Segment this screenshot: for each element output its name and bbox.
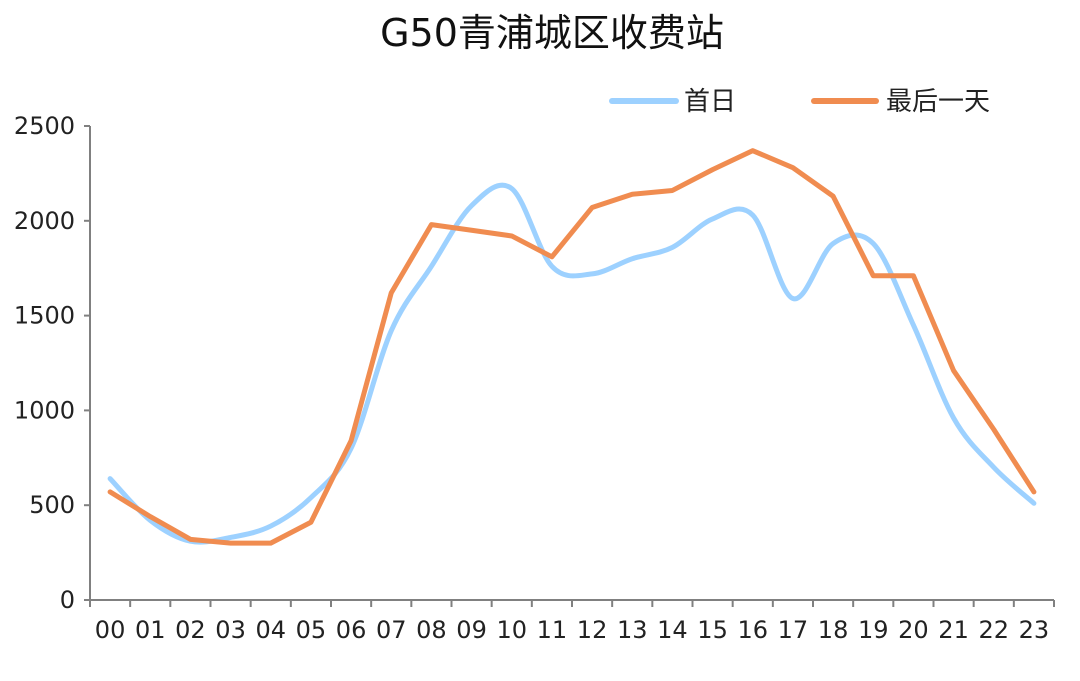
legend-label-first-day: 首日 <box>684 87 736 117</box>
x-tick-label: 11 <box>537 616 568 644</box>
y-axis: 0 500 1000 1500 2000 2500 <box>14 112 91 614</box>
y-tick-label: 1500 <box>14 302 75 330</box>
x-axis: 00 01 02 03 04 05 06 07 08 09 10 11 12 13 14 15 16 17 18 19… <box>89 599 1055 644</box>
x-tick-label: 19 <box>858 616 889 644</box>
series-line-first-day <box>107 182 1037 545</box>
x-tick-label: 17 <box>778 616 809 644</box>
x-tick-label: 06 <box>336 616 367 644</box>
x-tick-label: 08 <box>416 616 447 644</box>
x-tick-label: 16 <box>737 616 768 644</box>
x-tick-label: 00 <box>95 616 126 644</box>
legend-item-last-day: 最后一天 <box>811 87 990 117</box>
y-tick-label: 1000 <box>14 396 75 424</box>
x-tick-label: 02 <box>175 616 206 644</box>
x-tick-label: 21 <box>938 616 969 644</box>
series-line-last-day <box>107 148 1037 546</box>
y-tick-label: 500 <box>29 491 75 519</box>
legend-label-last-day: 最后一天 <box>886 87 990 117</box>
x-tick-label: 14 <box>657 616 688 644</box>
x-tick-label: 13 <box>617 616 648 644</box>
y-tick-label: 0 <box>60 586 75 614</box>
x-tick-label: 12 <box>577 616 608 644</box>
x-tick-label: 22 <box>978 616 1009 644</box>
x-tick-label: 07 <box>376 616 407 644</box>
x-tick-label: 18 <box>818 616 849 644</box>
series-layer <box>107 148 1037 546</box>
y-tick-label: 2000 <box>14 207 75 235</box>
x-tick-label: 15 <box>697 616 728 644</box>
x-tick-label: 09 <box>456 616 487 644</box>
x-tick-label: 10 <box>496 616 527 644</box>
x-tick-label: 03 <box>215 616 246 644</box>
chart-title: G50青浦城区收费站 <box>380 11 724 55</box>
x-tick-label: 23 <box>1019 616 1050 644</box>
y-tick-label: 2500 <box>14 112 75 140</box>
legend-item-first-day: 首日 <box>609 87 736 117</box>
x-tick-label: 01 <box>135 616 166 644</box>
legend: 首日 最后一天 <box>609 87 990 117</box>
x-tick-label: 05 <box>296 616 327 644</box>
x-tick-label: 20 <box>898 616 929 644</box>
x-tick-label: 04 <box>255 616 286 644</box>
